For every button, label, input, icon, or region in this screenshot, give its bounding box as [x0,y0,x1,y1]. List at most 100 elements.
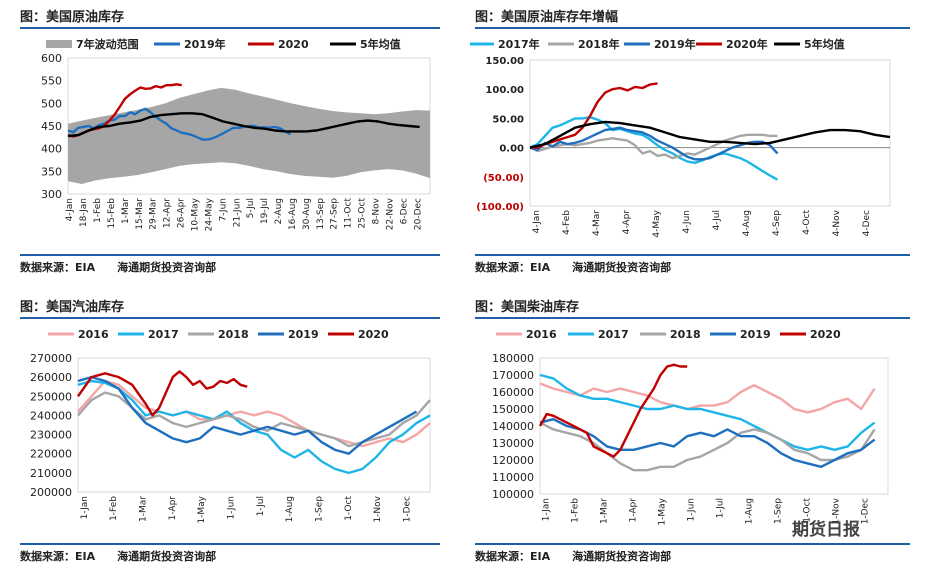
series-line [538,363,688,458]
x-tick-label: 30-Aug [302,198,312,230]
x-tick-label: 7-Jun [218,198,228,222]
y-tick-label: 200000 [30,486,72,499]
y-tick-label: 110000 [492,471,534,484]
x-tick-label: 15-Mar [135,198,145,230]
legend-swatch [46,40,72,48]
x-tick-label: 1-Nov [373,495,383,522]
x-tick-label: 1-Jan [542,498,552,521]
x-tick-label: 19-Jul [260,198,270,224]
x-tick-label: 20-Dec [413,198,423,230]
x-tick-label: 1-Mar [138,496,148,522]
x-tick-label: 1-Mar [600,498,610,524]
x-tick-label: 1-Feb [571,498,581,523]
x-tick-label: 1-Jul [716,498,726,518]
x-tick-label: 1-Feb [109,496,119,521]
source-rule [475,254,910,256]
source-note: 数据来源：EIA 海通期货投资咨询部 [475,261,672,274]
x-tick-label: 27-Sep [330,198,340,230]
y-tick-label: 50.00 [492,114,524,125]
y-tick-label: 230000 [30,429,72,442]
y-tick-label: 350 [41,165,62,178]
series-line [67,107,291,141]
legend-label: 2018年 [578,37,620,51]
x-tick-label: 5-Jul [246,198,256,218]
crude-inventory-chart: 300 350 400 450 500 550 600 4-Jan 18-Jan 1-Feb 15-… [41,37,431,231]
y-tick-label: 170000 [492,369,534,382]
x-tick-label: 4-Nov [832,209,842,236]
x-tick-label: 1-Dec [402,496,412,522]
legend-label: 2016 [78,328,109,341]
x-tick-label: 8-Nov [371,197,381,224]
series-line [539,421,876,472]
series-line [529,120,891,149]
legend-label: 2019年 [654,37,696,51]
title-rule [20,317,440,319]
x-tick-label: 12-Apr [163,198,173,228]
y-tick-label: 240000 [30,409,72,422]
panel-title-crude-yoy: 图：美国原油库存年增幅 [475,10,619,25]
y-tick-label: 450 [41,120,62,133]
legend-label: 2018 [218,328,249,341]
legend-label: 2020 [358,328,389,341]
legend-label: 2016 [526,328,557,341]
x-tick-label: 26-Apr [177,198,187,228]
y-tick-label: 300 [41,188,62,201]
legend-label: 5年均值 [360,37,401,51]
x-tick-label: 1-Jun [687,498,697,522]
title-rule [475,317,910,319]
x-tick-label: 1-May [197,495,207,523]
series-line [77,391,431,448]
x-tick-label: 1-Jan [80,496,90,519]
x-tick-label: 4-Sep [772,210,782,236]
legend-label: 2017 [598,328,629,341]
legend-label: 5年均值 [804,37,845,51]
source-rule [20,543,440,545]
x-tick-label: 4-Oct [802,210,812,235]
title-rule [475,27,910,29]
x-tick-label: 4-Jan [532,210,542,233]
x-tick-label: 4-Jul [712,210,722,230]
x-tick-label: 29-Mar [149,198,159,230]
series-line [77,379,431,448]
legend-label: 2019年 [184,37,226,51]
legend-label: 2020 [810,328,841,341]
series-line [77,375,418,455]
x-tick-label: 10-May [190,197,200,231]
series-line [539,418,876,468]
plot-frame [529,59,891,207]
series-line [529,116,779,181]
legend-label: 2020 [278,38,309,51]
y-tick-label: (50.00) [483,173,524,184]
y-tick-label: 100000 [492,488,534,501]
x-tick-label: 4-Mar [592,210,602,236]
x-tick-label: 1-Aug [285,496,295,522]
plot-frame [539,357,889,495]
x-tick-label: 4-Apr [622,210,632,235]
legend-label: 2017年 [498,37,540,51]
source-note: 数据来源：EIA 海通期货投资咨询部 [20,550,217,563]
y-tick-label: 600 [41,52,62,65]
legend-label: 2020年 [726,37,768,51]
series-line [539,382,876,414]
y-tick-label: 120000 [492,454,534,467]
x-tick-label: 4-Feb [562,210,572,235]
y-tick-label: 210000 [30,467,72,480]
x-tick-label: 13-Sep [316,198,326,230]
x-tick-label: 1-Mar [121,198,131,224]
x-tick-label: 1-Dec [861,498,871,524]
distillate-inventory-chart: 100000 110000 120000 130000 140000 150000 1600… [492,328,889,526]
y-tick-label: 100.00 [485,85,524,96]
y-tick-label: 400 [41,143,62,156]
y-tick-label: 150000 [492,403,534,416]
range-band [68,87,430,184]
y-tick-label: 550 [41,75,62,88]
x-tick-label: 4-Jan [65,198,75,221]
title-rule [20,27,440,29]
x-tick-label: 24-May [204,197,214,231]
legend-label: 7年波动范围 [76,37,139,51]
x-tick-label: 1-Aug [745,498,755,524]
y-tick-label: 130000 [492,437,534,450]
y-tick-label: 0.00 [499,144,524,155]
x-tick-label: 2-Aug [274,198,284,224]
x-tick-label: 1-Feb [93,198,103,223]
